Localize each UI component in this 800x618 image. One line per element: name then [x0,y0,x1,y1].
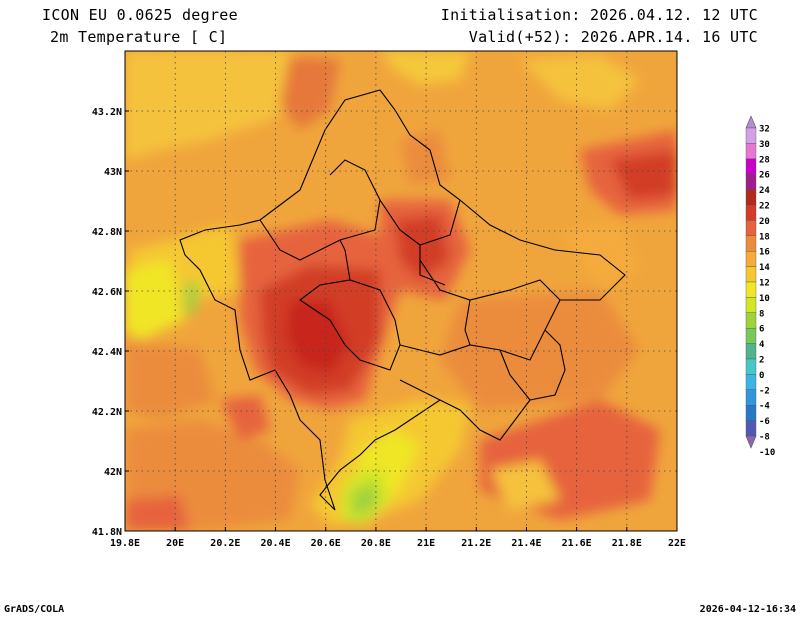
colorbar-label: 0 [759,371,764,381]
colorbar-swatch [745,374,757,390]
colorbar-swatch [745,158,757,175]
lat-tick-label: 43.2N [92,107,122,118]
footer-timestamp: 2026-04-12-16:34 [699,604,796,615]
colorbar-label: -4 [759,402,770,412]
graticule [125,51,677,531]
colorbar-swatch [745,143,757,159]
colorbar-swatch [745,343,757,360]
model-title: ICON EU 0.0625 degree [42,6,238,24]
border-lines [179,89,626,511]
colorbar-label: 2 [759,356,764,366]
colorbar-swatch [745,189,757,206]
colorbar-swatch [745,266,757,283]
colorbar-label: 28 [759,155,770,165]
colorbar-label: 20 [759,217,770,227]
field-title: 2m Temperature [ C] [50,28,228,46]
footer-credit: GrADS/COLA [4,604,65,615]
colorbar-label: 14 [759,263,770,273]
colorbar-swatch [745,420,757,437]
lon-tick-label: 20.6E [311,538,341,549]
colorbar-label: 12 [759,279,770,289]
lon-tick-label: 22E [668,538,686,549]
lon-tick-label: 21E [417,538,435,549]
lat-tick-label: 42.6N [92,287,122,298]
colorbar-label: 16 [759,248,770,258]
colorbar-swatch [745,312,757,329]
colorbar-swatch [745,297,757,313]
colorbar-label: 24 [759,186,770,196]
colorbar-label: -2 [759,386,770,396]
colorbar-swatch [745,250,757,267]
colorbar-label: 6 [759,325,764,335]
lon-tick-label: 21.8E [612,538,642,549]
lat-tick-label: 42.8N [92,227,122,238]
lon-tick-label: 21.4E [511,538,541,549]
lat-tick-label: 41.8N [92,527,122,538]
colorbar-label: 22 [759,202,770,212]
colorbar-label: 18 [759,232,770,242]
lon-tick-label: 20.2E [210,538,240,549]
lat-tick-label: 42N [104,467,122,478]
lat-tick-label: 42.4N [92,347,122,358]
colorbar-label: 4 [759,340,765,350]
lat-tick-label: 42.2N [92,407,122,418]
colorbar-swatch [745,127,757,144]
lat-tick-label: 43N [104,167,122,178]
colorbar-swatch [745,220,757,236]
colorbar-swatch [745,281,757,298]
colorbar-label: 30 [759,140,770,150]
colorbar-swatch [745,328,757,344]
colorbar-label: 10 [759,294,770,304]
colorbar-label: -8 [759,433,770,443]
colorbar-swatch [745,358,757,375]
colorbar-swatch [745,204,757,221]
colorbar-top-arrow [745,115,757,129]
colorbar-swatch [745,173,757,190]
colorbar-swatch [745,405,757,421]
lon-tick-label: 21.6E [562,538,592,549]
valid-time: Valid(+52): 2026.APR.14. 16 UTC [468,28,758,46]
lon-tick-label: 21.2E [461,538,491,549]
axis-ticks: 19.8E 20E 20.2E 20.4E 20.6E 20.8E 21E 21.2E 21.4… [92,107,686,549]
colorbar-label: 32 [759,125,770,135]
lon-tick-label: 19.8E [110,538,140,549]
lon-tick-label: 20E [166,538,184,549]
lon-tick-label: 20.8E [361,538,391,549]
colorbar-label: 26 [759,171,770,181]
init-time: Initialisation: 2026.04.12. 12 UTC [440,6,758,24]
lon-tick-label: 20.4E [260,538,290,549]
colorbar-bottom-arrow [745,435,757,449]
colorbar-label: 8 [759,309,764,319]
colorbar-swatch [745,389,757,406]
colorbar-swatch [745,235,757,252]
colorbar-label: -6 [759,417,770,427]
colorbar-label: -10 [759,448,775,458]
